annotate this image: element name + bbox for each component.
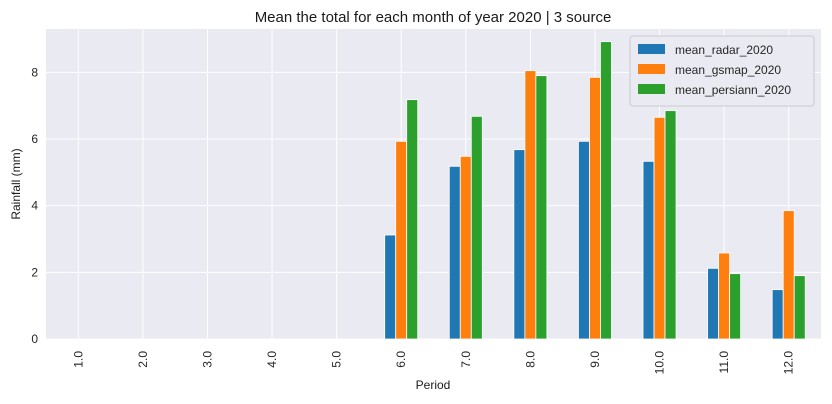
y-tick-label: 4 bbox=[31, 199, 38, 213]
x-tick-label: 12.0 bbox=[782, 351, 796, 375]
x-tick-label: 8.0 bbox=[523, 351, 537, 368]
bar-mean_gsmap_2020 bbox=[524, 70, 537, 340]
y-tick-labels: 0 2 4 6 8 bbox=[31, 65, 38, 346]
bar-mean_persiann_2020 bbox=[406, 99, 419, 340]
legend-swatch bbox=[638, 44, 665, 54]
bar-mean_radar_2020 bbox=[448, 165, 461, 340]
bar-mean_persiann_2020 bbox=[664, 110, 677, 340]
x-tick-label: 3.0 bbox=[200, 351, 214, 368]
bar-mean_gsmap_2020 bbox=[459, 155, 472, 340]
x-tick-label: 7.0 bbox=[459, 351, 473, 368]
legend-swatch bbox=[638, 84, 665, 94]
legend: mean_radar_2020 mean_gsmap_2020 mean_persi… bbox=[629, 35, 815, 107]
x-tick-label: 1.0 bbox=[71, 351, 85, 368]
y-tick-label: 0 bbox=[31, 332, 38, 346]
y-tick-label: 6 bbox=[31, 132, 38, 146]
x-tick-label: 10.0 bbox=[653, 351, 667, 375]
bar-mean_gsmap_2020 bbox=[589, 76, 601, 340]
x-tick-label: 5.0 bbox=[330, 351, 344, 368]
bars bbox=[384, 41, 806, 340]
bar-mean_persiann_2020 bbox=[729, 273, 742, 340]
legend-label: mean_persiann_2020 bbox=[675, 83, 791, 97]
y-tick-label: 2 bbox=[31, 265, 38, 279]
x-tick-label: 2.0 bbox=[136, 351, 150, 368]
bar-mean_persiann_2020 bbox=[470, 115, 483, 340]
bar-mean_gsmap_2020 bbox=[782, 210, 795, 340]
legend-box bbox=[629, 35, 815, 107]
y-axis-label: Rainfall (mm) bbox=[9, 148, 23, 219]
bar-mean_gsmap_2020 bbox=[653, 116, 666, 340]
legend-label: mean_gsmap_2020 bbox=[675, 63, 781, 77]
bar-mean_radar_2020 bbox=[707, 267, 720, 340]
bar-mean_radar_2020 bbox=[578, 140, 590, 340]
y-tick-label: 8 bbox=[31, 65, 38, 79]
x-axis-label: Period bbox=[416, 378, 451, 392]
x-tick-label: 9.0 bbox=[588, 351, 602, 368]
bar-mean_radar_2020 bbox=[771, 289, 784, 340]
legend-label: mean_radar_2020 bbox=[675, 43, 773, 57]
bar-mean_gsmap_2020 bbox=[395, 140, 408, 340]
bar-mean_persiann_2020 bbox=[600, 41, 612, 340]
chart-title: Mean the total for each month of year 20… bbox=[255, 9, 612, 26]
legend-swatch bbox=[638, 64, 665, 74]
bar-mean_persiann_2020 bbox=[535, 75, 548, 340]
x-tick-label: 11.0 bbox=[717, 351, 731, 374]
x-tick-label: 4.0 bbox=[265, 351, 279, 368]
bar-mean_gsmap_2020 bbox=[718, 252, 731, 340]
x-tick-labels: 1.0 2.0 3.0 4.0 5.0 6.0 7.0 8.0 9.0 10.0 11.0 12.0 bbox=[71, 351, 795, 375]
x-tick-label: 6.0 bbox=[394, 351, 408, 368]
bar-mean_persiann_2020 bbox=[793, 275, 806, 340]
bar-mean_radar_2020 bbox=[384, 234, 397, 340]
bar-mean_radar_2020 bbox=[513, 149, 526, 340]
bar-mean_radar_2020 bbox=[642, 160, 655, 340]
